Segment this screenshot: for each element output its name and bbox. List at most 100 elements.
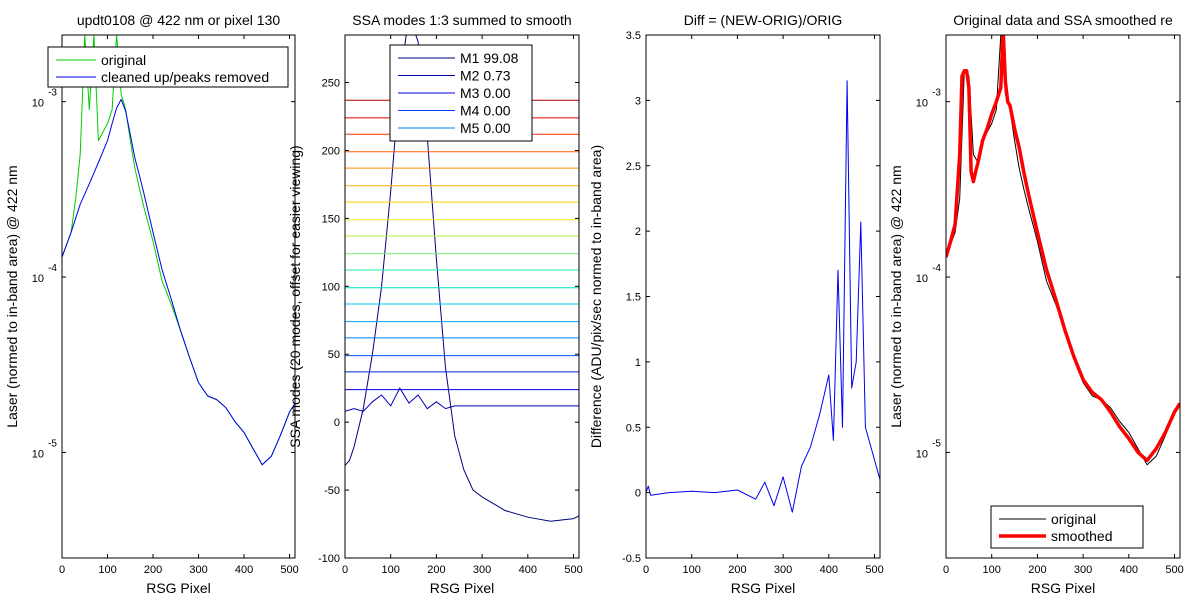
y-tick-label: 250 (322, 78, 340, 90)
chart-panel-2: 0 100 200 300 400 500 -100 -50 0 50 100 150 200 250 SS… (287, 12, 583, 596)
y-axis-label: Difference (ADU/pix/sec normed to in-ban… (588, 145, 604, 448)
y-tick-exponent: -3 (48, 88, 57, 99)
y-tick-label: 1.5 (626, 292, 641, 304)
y-tick-base: 10 (916, 273, 928, 285)
y-tick-label: 2.5 (626, 161, 641, 173)
legend-label: M5 0.00 (460, 120, 511, 136)
legend-box (47, 46, 289, 88)
chart-title: updt0108 @ 422 nm or pixel 130 (77, 12, 281, 28)
x-tick-label: 300 (774, 564, 792, 576)
y-tick-label: 0 (334, 417, 340, 429)
legend-label: original (101, 52, 146, 68)
series-line-2 (62, 98, 295, 466)
x-tick-label: 200 (144, 564, 162, 576)
chart-title: Diff = (NEW-ORIG)/ORIG (684, 12, 843, 28)
legend-label: M4 0.00 (460, 103, 511, 119)
y-tick-base: 10 (32, 273, 44, 285)
x-axis-label: RSG Pixel (430, 580, 495, 596)
x-tick-label: 0 (59, 564, 65, 576)
x-tick-label: 100 (98, 564, 116, 576)
x-tick-label: 500 (564, 564, 582, 576)
plot-background (646, 35, 880, 558)
y-tick-label: 0.5 (626, 422, 641, 434)
chart-panel-1: 0 100 200 300 400 500 10 -5 10 -4 10 -3 updt0108 @ 4… (4, 12, 299, 596)
y-tick-label: -0.5 (622, 553, 641, 565)
x-tick-label: 300 (1074, 564, 1092, 576)
legend-label: M2 0.73 (460, 68, 511, 84)
axes-box (344, 34, 580, 559)
legend-label: cleaned up/peaks removed (101, 69, 269, 85)
y-tick-exponent: -5 (48, 438, 57, 449)
chart-title: SSA modes 1:3 summed to smooth (352, 12, 571, 28)
y-axis-label: Laser (normed to in-band area) @ 422 nm (888, 165, 904, 427)
x-tick-label: 500 (280, 564, 298, 576)
x-tick-label: 300 (473, 564, 491, 576)
y-tick-label: 3 (635, 95, 641, 107)
y-tick-exponent: -3 (932, 88, 941, 99)
y-tick-label: 3.5 (626, 30, 641, 42)
ssa-mode-line-2 (345, 387, 579, 412)
y-tick-label: 1 (635, 357, 641, 369)
y-tick-base: 10 (916, 448, 928, 460)
chart-panel-4: 0 100 200 300 400 500 10 -5 10 -4 10 -3 Original dat… (888, 12, 1184, 596)
x-tick-label: 200 (427, 564, 445, 576)
legend-label: smoothed (1051, 528, 1112, 544)
y-tick-base: 10 (32, 98, 44, 110)
y-tick-label: 150 (322, 213, 340, 225)
y-tick-label: 10 (32, 448, 44, 460)
x-tick-label: 0 (943, 564, 949, 576)
y-tick-label: -100 (318, 553, 340, 565)
y-axis-label: SSA modes (20 modes, offset for easier v… (287, 145, 303, 447)
x-tick-label: 100 (382, 564, 400, 576)
x-tick-label: 400 (1120, 564, 1138, 576)
legend-label: original (1051, 511, 1096, 527)
x-tick-label: 0 (342, 564, 348, 576)
series-line-2 (946, 35, 1180, 463)
axes-box (945, 34, 1181, 559)
y-tick-label: 10 (916, 448, 928, 460)
y-tick-exponent: -5 (932, 438, 941, 449)
series-line-1 (946, 35, 1180, 466)
y-tick-exponent: -4 (48, 263, 57, 274)
x-tick-label: 100 (683, 564, 701, 576)
x-tick-label: 500 (1165, 564, 1183, 576)
legend-label: M1 99.08 (460, 50, 519, 66)
series-line-1 (646, 80, 880, 513)
y-tick-base: 10 (32, 448, 44, 460)
axes-box (61, 34, 296, 559)
plot-background (946, 35, 1180, 558)
plot-background (62, 35, 295, 558)
legend-box (990, 505, 1144, 549)
legend-label: M3 0.00 (460, 85, 511, 101)
y-axis-label: Laser (normed to in-band area) @ 422 nm (4, 165, 20, 427)
x-tick-label: 100 (983, 564, 1001, 576)
x-tick-label: 500 (865, 564, 883, 576)
y-tick-label: 0 (635, 488, 641, 500)
plot-area (345, 35, 579, 522)
ssa-mode-line-1 (345, 35, 579, 522)
y-tick-label: 10 (916, 98, 928, 110)
x-tick-label: 300 (189, 564, 207, 576)
y-tick-label: 10 (916, 273, 928, 285)
chart-panel-3: 0 100 200 300 400 500-0.500.511.522.533.5Diff… (588, 12, 884, 596)
x-axis-label: RSG Pixel (731, 580, 796, 596)
y-tick-label: 100 (322, 281, 340, 293)
x-tick-label: 400 (235, 564, 253, 576)
y-tick-exponent: -4 (932, 263, 941, 274)
x-axis-label: RSG Pixel (146, 580, 211, 596)
plot-area (646, 80, 880, 513)
plot-area (946, 35, 1180, 466)
x-tick-label: 400 (519, 564, 537, 576)
x-tick-label: 200 (1028, 564, 1046, 576)
y-tick-label: 10 (32, 273, 44, 285)
x-tick-label: 0 (643, 564, 649, 576)
y-tick-label: -50 (324, 485, 340, 497)
x-tick-label: 400 (820, 564, 838, 576)
y-tick-base: 10 (916, 98, 928, 110)
x-tick-label: 200 (728, 564, 746, 576)
y-tick-label: 10 (32, 98, 44, 110)
